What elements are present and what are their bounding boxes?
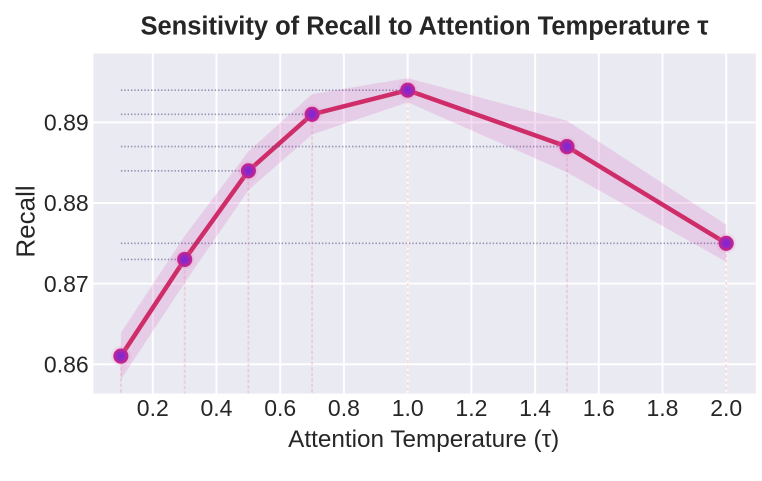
svg-text:0.89: 0.89 — [44, 110, 89, 136]
svg-text:Attention Temperature (τ): Attention Temperature (τ) — [288, 426, 559, 453]
svg-text:0.8: 0.8 — [328, 395, 360, 421]
svg-text:1.2: 1.2 — [455, 395, 487, 421]
svg-text:1.4: 1.4 — [519, 395, 551, 421]
svg-text:Sensitivity of Recall to Atten: Sensitivity of Recall to Attention Tempe… — [140, 12, 708, 40]
svg-text:1.0: 1.0 — [392, 395, 424, 421]
svg-text:0.4: 0.4 — [201, 395, 233, 421]
svg-text:1.6: 1.6 — [583, 395, 615, 421]
svg-text:0.2: 0.2 — [137, 395, 169, 421]
svg-text:Recall: Recall — [10, 185, 40, 257]
svg-text:0.87: 0.87 — [44, 271, 89, 297]
svg-text:0.88: 0.88 — [44, 190, 89, 216]
svg-text:1.8: 1.8 — [647, 395, 679, 421]
svg-text:0.6: 0.6 — [264, 395, 296, 421]
svg-text:2.0: 2.0 — [710, 395, 742, 421]
svg-text:0.86: 0.86 — [44, 351, 89, 377]
